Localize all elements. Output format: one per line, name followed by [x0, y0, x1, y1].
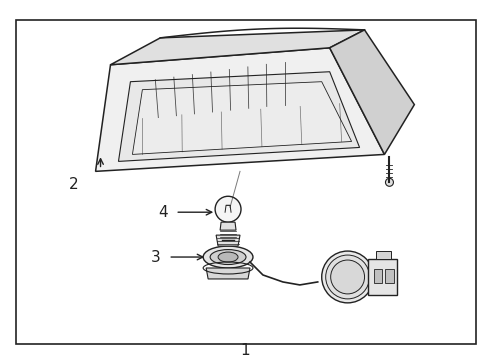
Text: 2: 2	[69, 177, 78, 192]
Circle shape	[386, 178, 393, 186]
Ellipse shape	[331, 260, 365, 294]
Polygon shape	[375, 251, 392, 259]
Ellipse shape	[210, 249, 246, 265]
Text: 3: 3	[150, 249, 160, 265]
Text: 1: 1	[240, 343, 250, 358]
Polygon shape	[132, 82, 352, 154]
Ellipse shape	[326, 255, 369, 299]
Circle shape	[215, 196, 241, 222]
Ellipse shape	[218, 252, 238, 262]
Bar	[373, 269, 383, 283]
Ellipse shape	[322, 251, 373, 303]
Polygon shape	[330, 30, 415, 154]
Polygon shape	[96, 48, 385, 171]
Bar	[386, 269, 394, 283]
Polygon shape	[111, 30, 365, 65]
Polygon shape	[206, 268, 250, 279]
Polygon shape	[220, 222, 236, 230]
Polygon shape	[368, 259, 397, 295]
Polygon shape	[216, 235, 240, 246]
Text: 4: 4	[158, 205, 168, 220]
Polygon shape	[119, 72, 360, 161]
Ellipse shape	[203, 246, 253, 268]
